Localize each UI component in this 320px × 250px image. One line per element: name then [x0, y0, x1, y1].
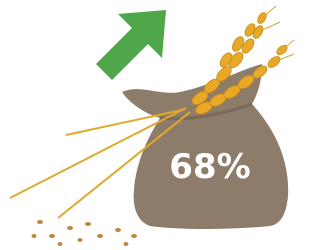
- grains: [32, 220, 138, 246]
- percentage-label: 68%: [169, 147, 250, 187]
- up-arrow: [96, 10, 166, 80]
- illustration: 68%: [0, 0, 296, 250]
- page: {"sack": {"label": "68%"}} 68%: [0, 0, 320, 250]
